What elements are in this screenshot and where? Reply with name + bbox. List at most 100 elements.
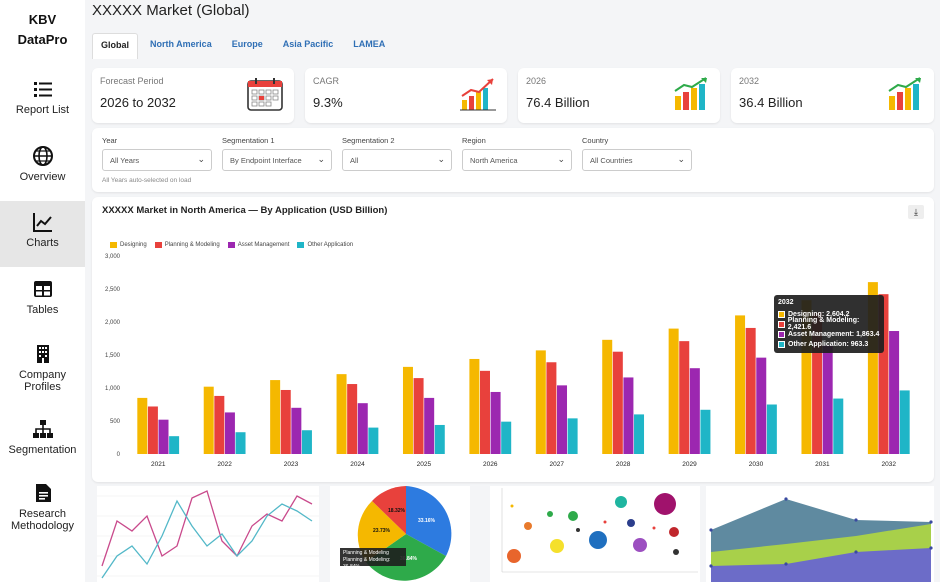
chart-title: XXXXX Market in North America — By Appli… <box>102 205 388 216</box>
bar[interactable] <box>336 374 347 454</box>
bar[interactable] <box>291 407 302 454</box>
bar[interactable] <box>147 406 158 454</box>
sidebar-item-overview[interactable]: Overview <box>0 135 85 201</box>
bar[interactable] <box>833 398 844 454</box>
bar[interactable] <box>214 395 225 454</box>
bar[interactable] <box>224 412 235 454</box>
bar[interactable] <box>567 418 578 454</box>
country-select[interactable]: All Countries ⌄ <box>582 149 692 171</box>
tab-global[interactable]: Global <box>92 33 139 59</box>
segmentation-2-select[interactable]: All ⌄ <box>342 149 452 171</box>
bar[interactable] <box>434 424 445 454</box>
bar[interactable] <box>270 380 281 454</box>
bar[interactable] <box>679 341 690 454</box>
year-select[interactable]: All Years ⌄ <box>102 149 212 171</box>
kpi-label: CAGR <box>313 76 340 86</box>
legend-item[interactable]: Planning & Modeling <box>154 242 220 248</box>
bar[interactable] <box>169 436 180 454</box>
bubble-chart-thumbnail[interactable] <box>490 486 700 582</box>
line-chart-thumbnail[interactable] <box>97 486 319 582</box>
tab-lamea[interactable]: LAMEA <box>353 39 386 49</box>
sidebar-item-report-list[interactable]: Report List <box>0 68 85 134</box>
filter-label: Region <box>462 136 486 145</box>
bar[interactable] <box>469 358 480 454</box>
calendar-icon <box>247 78 283 111</box>
sidebar-item-label: Research Methodology <box>11 508 74 532</box>
sidebar-item-label: Company Profiles <box>18 369 67 393</box>
bar[interactable] <box>612 351 623 454</box>
y-tick-label: 1,000 <box>105 386 121 392</box>
bar-chart: 0 500 1,000 1,500 2,000 2,500 3,000 2021 2022 202… <box>105 254 910 468</box>
bar[interactable] <box>158 419 169 454</box>
bar[interactable] <box>766 404 777 455</box>
bar[interactable] <box>203 386 214 454</box>
bar[interactable] <box>301 430 312 454</box>
bar[interactable] <box>689 368 700 454</box>
bar[interactable] <box>535 350 546 454</box>
legend-label: Designing <box>120 242 147 248</box>
bar[interactable] <box>280 389 291 454</box>
tab-europe[interactable]: Europe <box>231 39 263 49</box>
bar[interactable] <box>424 397 435 454</box>
bar[interactable] <box>368 427 379 454</box>
bar[interactable] <box>700 409 711 454</box>
segmentation-1-select[interactable]: By Endpoint Interface ⌄ <box>222 149 332 171</box>
bar[interactable] <box>546 362 557 454</box>
bar[interactable] <box>745 327 756 454</box>
tooltip-row: Asset Management: 1,863.4 <box>778 329 880 339</box>
bar[interactable] <box>756 357 767 454</box>
kpi-label: 2032 <box>739 76 760 86</box>
y-tick-label: 2,000 <box>105 320 121 326</box>
bar[interactable] <box>812 312 823 454</box>
legend-item[interactable]: Designing <box>110 242 147 248</box>
bar[interactable] <box>602 339 613 454</box>
legend-swatch <box>227 242 235 248</box>
sidebar-item-label: Report List <box>15 104 70 116</box>
bar[interactable] <box>137 397 148 454</box>
sidebar-item-segmentation[interactable]: Segmentation <box>0 408 85 474</box>
sidebar-item-charts[interactable]: Charts <box>0 201 85 267</box>
sidebar-item-research-methodology[interactable]: Research Methodology <box>0 472 85 538</box>
line-chart-icon <box>32 213 52 232</box>
area-chart-thumbnail[interactable] <box>706 486 934 582</box>
kpi-card-2026: 2026 76.4 Billion <box>518 68 720 123</box>
legend-item[interactable]: Asset Management <box>227 242 289 248</box>
bar[interactable] <box>889 331 900 454</box>
pie-chart-thumbnail[interactable] <box>330 486 470 582</box>
chart-tooltip: 2032 Designing: 2,604.2 Planning & Model… <box>774 295 884 353</box>
bar[interactable] <box>668 328 679 454</box>
y-tick-label: 500 <box>110 419 121 425</box>
legend-item[interactable]: Other Application <box>297 242 353 248</box>
chevron-down-icon: ⌄ <box>437 154 445 164</box>
bar[interactable] <box>235 432 246 454</box>
bar[interactable] <box>878 294 889 454</box>
sidebar-item-tables[interactable]: Tables <box>0 268 85 334</box>
region-select[interactable]: North America ⌄ <box>462 149 572 171</box>
bar[interactable] <box>801 300 812 454</box>
bar[interactable] <box>634 414 645 454</box>
bar[interactable] <box>735 315 746 454</box>
filter-label: Segmentation 2 <box>342 136 395 145</box>
bubble <box>547 511 553 517</box>
bar[interactable] <box>557 385 568 454</box>
bar[interactable] <box>347 384 358 454</box>
bubble <box>524 522 532 530</box>
sidebar-item-company-profiles[interactable]: Company Profiles <box>0 333 85 399</box>
x-tick-label: 2028 <box>616 461 631 468</box>
bar[interactable] <box>479 370 490 454</box>
bar[interactable] <box>402 366 413 454</box>
bar[interactable] <box>822 345 833 454</box>
bar[interactable] <box>899 390 910 454</box>
download-button[interactable]: ⤓ <box>908 205 924 219</box>
bar[interactable] <box>413 378 424 454</box>
bubble <box>654 493 676 515</box>
bar[interactable] <box>357 403 368 454</box>
bar[interactable] <box>490 391 501 454</box>
bar[interactable] <box>623 377 634 454</box>
kpi-card-2032: 2032 36.4 Billion <box>731 68 934 123</box>
tab-asia-pacific[interactable]: Asia Pacific <box>282 39 334 49</box>
sidebar: KBV DataPro Report List Overview Charts <box>0 0 85 582</box>
tab-north-america[interactable]: North America <box>150 39 212 49</box>
bar[interactable] <box>867 282 878 454</box>
bar[interactable] <box>501 421 512 454</box>
